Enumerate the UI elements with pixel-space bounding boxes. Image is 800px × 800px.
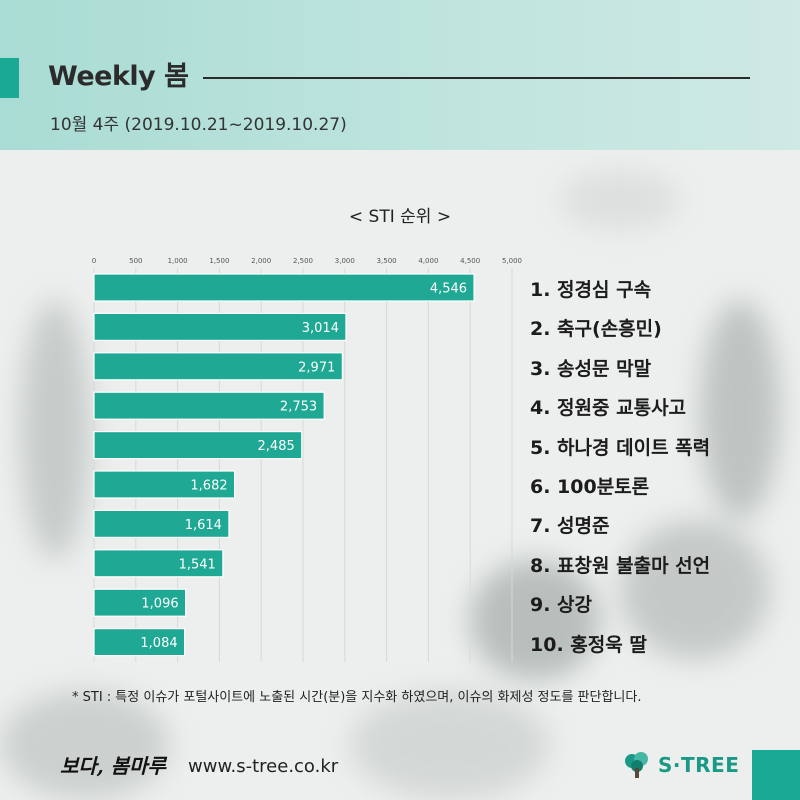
rank-item: 10. 홍정욱 딸	[530, 633, 647, 656]
bar-value-label: 4,546	[430, 282, 467, 297]
footnote: * STI : 특정 이슈가 포털사이트에 노출된 시간(분)을 지수화 하였으…	[72, 690, 642, 705]
rank-item: 3. 송성문 막말	[530, 357, 652, 380]
x-tick-label: 4,000	[418, 257, 438, 265]
x-tick-label: 2,000	[251, 257, 271, 265]
bar	[93, 627, 186, 657]
brand-script: 보다, 봄마루	[60, 754, 166, 778]
bar-value-label: 2,971	[298, 360, 335, 375]
x-tick-label: 5,000	[502, 257, 522, 265]
header-band	[0, 0, 800, 150]
corner-accent	[752, 750, 800, 800]
bar	[93, 352, 343, 381]
bar	[93, 549, 224, 578]
rank-item: 9. 상강	[530, 594, 593, 617]
bar	[93, 391, 325, 420]
rank-item: 6. 100분토론	[530, 476, 650, 498]
chart-title: < STI 순위 >	[348, 207, 452, 227]
bar-value-label: 1,541	[179, 557, 216, 572]
rank-item: 1. 정경심 구속	[530, 279, 652, 301]
rank-item: 8. 표창원 불출마 선언	[530, 554, 711, 577]
bar	[93, 273, 475, 302]
tree-icon	[625, 752, 648, 778]
rank-item: 4. 정원중 교통사고	[530, 397, 687, 420]
bar-value-label: 1,682	[190, 479, 227, 494]
bar	[93, 509, 230, 538]
page-title: Weekly 봄	[48, 61, 189, 92]
page-subtitle: 10월 4주 (2019.10.21~2019.10.27)	[50, 115, 347, 135]
bar-value-label: 1,614	[185, 518, 222, 533]
title-accent-bar	[0, 58, 19, 98]
x-tick-label: 1,000	[168, 257, 188, 265]
bar-value-label: 3,014	[302, 321, 339, 336]
bar-value-label: 1,084	[140, 636, 177, 651]
logo-text: S·TREE	[658, 753, 740, 777]
rank-item: 5. 하나경 데이트 폭력	[530, 436, 711, 459]
x-tick-label: 500	[129, 257, 142, 265]
bar	[93, 312, 347, 341]
bar	[93, 588, 187, 617]
bar-value-label: 2,485	[258, 439, 295, 454]
bar-value-label: 1,096	[141, 597, 178, 612]
x-tick-label: 3,500	[377, 257, 397, 265]
website-link[interactable]: www.s-tree.co.kr	[188, 756, 339, 777]
bar	[93, 470, 236, 499]
x-tick-label: 1,500	[209, 257, 229, 265]
title-rule	[203, 77, 750, 79]
x-tick-label: 3,000	[335, 257, 355, 265]
bar	[93, 431, 303, 460]
rank-item: 2. 축구(손흥민)	[530, 318, 662, 341]
rank-item: 7. 성명준	[530, 515, 610, 538]
bar-value-label: 2,753	[280, 400, 317, 415]
x-tick-label: 2,500	[293, 257, 313, 265]
stree-logo: S·TREE	[622, 750, 739, 780]
x-tick-label: 0	[92, 257, 96, 265]
x-tick-label: 4,500	[460, 257, 480, 265]
